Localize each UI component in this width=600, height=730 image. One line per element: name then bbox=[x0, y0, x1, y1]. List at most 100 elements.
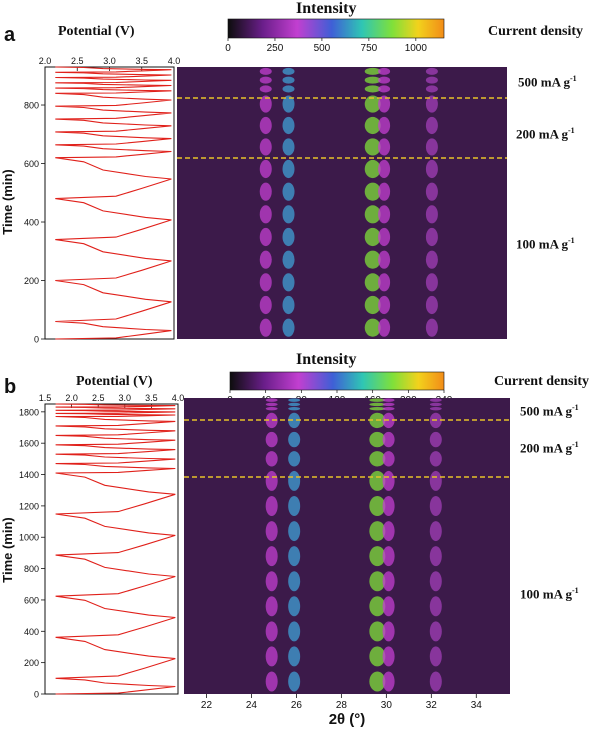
diffraction-feature bbox=[265, 646, 278, 667]
diffraction-feature bbox=[382, 398, 395, 402]
time-tick-label: 1800 bbox=[19, 407, 39, 417]
intensity-label-a: Intensity bbox=[296, 0, 357, 17]
potential-label-b: Potential (V) bbox=[76, 374, 153, 389]
diffraction-feature bbox=[378, 76, 391, 84]
diffraction-feature bbox=[288, 596, 301, 617]
diffraction-feature bbox=[378, 250, 391, 269]
diffraction-feature bbox=[429, 521, 442, 542]
diffraction-feature bbox=[382, 596, 395, 617]
current-density-label-b: Current density bbox=[494, 374, 590, 389]
diffraction-feature bbox=[369, 470, 386, 491]
time-tick-label: 800 bbox=[24, 101, 39, 111]
potential-curve bbox=[55, 66, 172, 340]
diffraction-feature bbox=[369, 521, 386, 542]
diffraction-feature bbox=[429, 671, 442, 692]
diffraction-feature bbox=[288, 521, 301, 542]
panel-letter-b: b bbox=[4, 376, 17, 398]
diffraction-feature bbox=[382, 671, 395, 692]
time-tick-label: 0 bbox=[34, 335, 39, 345]
time-tick-label: 200 bbox=[24, 658, 39, 668]
two-theta-axis-label: 2θ (°) bbox=[329, 711, 366, 728]
diffraction-feature bbox=[369, 398, 386, 402]
diffraction-feature bbox=[378, 318, 391, 337]
diffraction-feature bbox=[364, 295, 381, 315]
diffraction-feature bbox=[364, 205, 381, 224]
chart-a: 0 250 500 750 1000 2.0 2.5 3.0 3.5 4.0 0 200 400 60… bbox=[0, 18, 507, 345]
diffraction-feature bbox=[259, 76, 272, 84]
time-axis-label-b: Time (min) bbox=[0, 517, 15, 583]
diffraction-feature bbox=[282, 95, 295, 113]
diffraction-feature bbox=[364, 250, 381, 269]
diffraction-feature bbox=[282, 67, 295, 75]
diffraction-feature bbox=[378, 205, 391, 224]
heatmap-a bbox=[177, 67, 507, 339]
time-tick-label: 600 bbox=[24, 595, 39, 605]
diffraction-feature bbox=[369, 596, 386, 617]
diffraction-feature bbox=[282, 116, 295, 135]
diffraction-feature bbox=[429, 398, 442, 402]
diffraction-feature bbox=[369, 406, 386, 411]
diffraction-feature bbox=[265, 596, 278, 617]
diffraction-feature bbox=[364, 85, 381, 93]
diffraction-feature bbox=[259, 227, 272, 247]
diffraction-feature bbox=[364, 159, 381, 179]
diffraction-feature bbox=[265, 398, 278, 402]
time-tick-label: 600 bbox=[24, 159, 39, 169]
diffraction-feature bbox=[429, 596, 442, 617]
diffraction-feature bbox=[425, 250, 438, 269]
diffraction-feature bbox=[378, 295, 391, 315]
diffraction-feature bbox=[425, 227, 438, 247]
colorbar-b bbox=[229, 371, 445, 391]
diffraction-feature bbox=[288, 571, 301, 592]
diffraction-feature bbox=[429, 621, 442, 642]
diffraction-feature bbox=[369, 546, 386, 567]
diffraction-feature bbox=[288, 406, 301, 411]
chart-b: 04080120160200240 1.52.02.53.03.54.0 020… bbox=[0, 371, 510, 728]
colorbar-tick-label: 250 bbox=[267, 43, 284, 54]
current-density-100-b: 100 mA g-1 bbox=[520, 586, 579, 602]
two-theta-tick-label: 26 bbox=[291, 700, 303, 711]
diffraction-feature bbox=[282, 250, 295, 269]
diffraction-feature bbox=[382, 431, 395, 448]
diffraction-feature bbox=[265, 571, 278, 592]
colorbar-tick-label: 0 bbox=[225, 43, 231, 54]
diffraction-feature bbox=[364, 95, 381, 113]
diffraction-feature bbox=[259, 138, 272, 156]
diffraction-feature bbox=[288, 646, 301, 667]
diffraction-feature bbox=[429, 451, 442, 467]
colorbar-tick-label: 1000 bbox=[405, 43, 428, 54]
diffraction-feature bbox=[288, 402, 301, 407]
diffraction-feature bbox=[378, 138, 391, 156]
diffraction-feature bbox=[382, 402, 395, 407]
heatmap-b bbox=[184, 398, 510, 694]
diffraction-feature bbox=[259, 159, 272, 179]
diffraction-feature bbox=[259, 295, 272, 315]
diffraction-feature bbox=[259, 182, 272, 201]
diffraction-feature bbox=[364, 273, 381, 292]
current-density-200-b: 200 mA g-1 bbox=[520, 440, 579, 456]
potential-curve bbox=[55, 403, 176, 695]
potential-tick-label: 2.0 bbox=[39, 56, 52, 66]
diffraction-feature bbox=[282, 318, 295, 337]
diffraction-feature bbox=[429, 431, 442, 448]
diffraction-feature bbox=[369, 671, 386, 692]
diffraction-feature bbox=[369, 496, 386, 516]
diffraction-feature bbox=[378, 273, 391, 292]
diffraction-feature bbox=[378, 182, 391, 201]
diffraction-feature bbox=[425, 138, 438, 156]
current-density-500-a: 500 mA g-1 bbox=[518, 74, 577, 90]
diffraction-feature bbox=[265, 521, 278, 542]
diffraction-feature bbox=[265, 412, 278, 429]
diffraction-feature bbox=[382, 546, 395, 567]
diffraction-feature bbox=[429, 546, 442, 567]
diffraction-feature bbox=[369, 451, 386, 467]
diffraction-feature bbox=[382, 646, 395, 667]
diffraction-feature bbox=[369, 571, 386, 592]
diffraction-feature bbox=[382, 496, 395, 516]
potential-tick-label: 3.0 bbox=[119, 393, 132, 403]
diffraction-feature bbox=[265, 451, 278, 467]
diffraction-feature bbox=[382, 406, 395, 411]
diffraction-feature bbox=[425, 116, 438, 135]
potential-tick-label: 2.5 bbox=[71, 56, 84, 66]
two-theta-tick-label: 28 bbox=[336, 700, 348, 711]
